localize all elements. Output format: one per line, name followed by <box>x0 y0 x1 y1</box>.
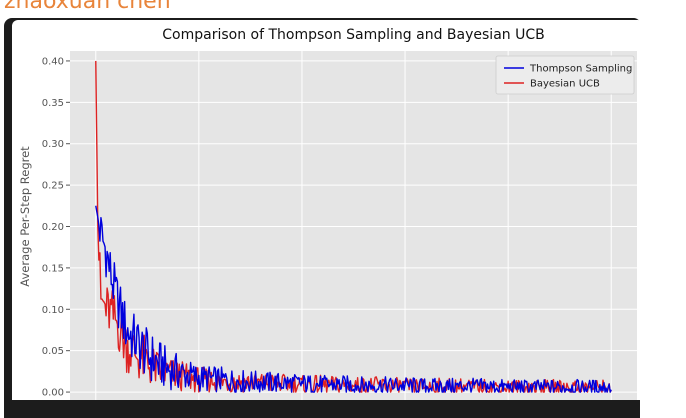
legend-box <box>495 55 635 95</box>
y-tick-label: 0.05 <box>42 346 64 357</box>
y-tick-label: 0.00 <box>42 388 64 399</box>
y-axis-label: Average Per-Step Regret <box>18 146 32 287</box>
y-tick-label: 0.25 <box>42 181 64 192</box>
series-line-bayesian-ucb <box>95 60 612 393</box>
y-tick-label: 0.30 <box>42 139 64 150</box>
legend-label: Bayesian UCB <box>530 79 600 90</box>
series-line-thompson-sampling <box>95 205 612 393</box>
author-banner: zhaoxuan chen <box>4 0 171 14</box>
y-tick-label: 0.40 <box>42 56 64 67</box>
chart-svg: Comparison of Thompson Sampling and Baye… <box>18 27 637 400</box>
y-tick-label: 0.20 <box>42 222 64 233</box>
plot-area <box>70 51 637 400</box>
y-tick-label: 0.15 <box>42 263 64 274</box>
chart-canvas: Comparison of Thompson Sampling and Baye… <box>12 20 642 400</box>
y-tick-label: 0.35 <box>42 98 64 109</box>
legend-label: Thompson Sampling <box>529 64 632 75</box>
chart-title: Comparison of Thompson Sampling and Baye… <box>162 27 544 43</box>
y-tick-label: 0.10 <box>42 305 64 316</box>
